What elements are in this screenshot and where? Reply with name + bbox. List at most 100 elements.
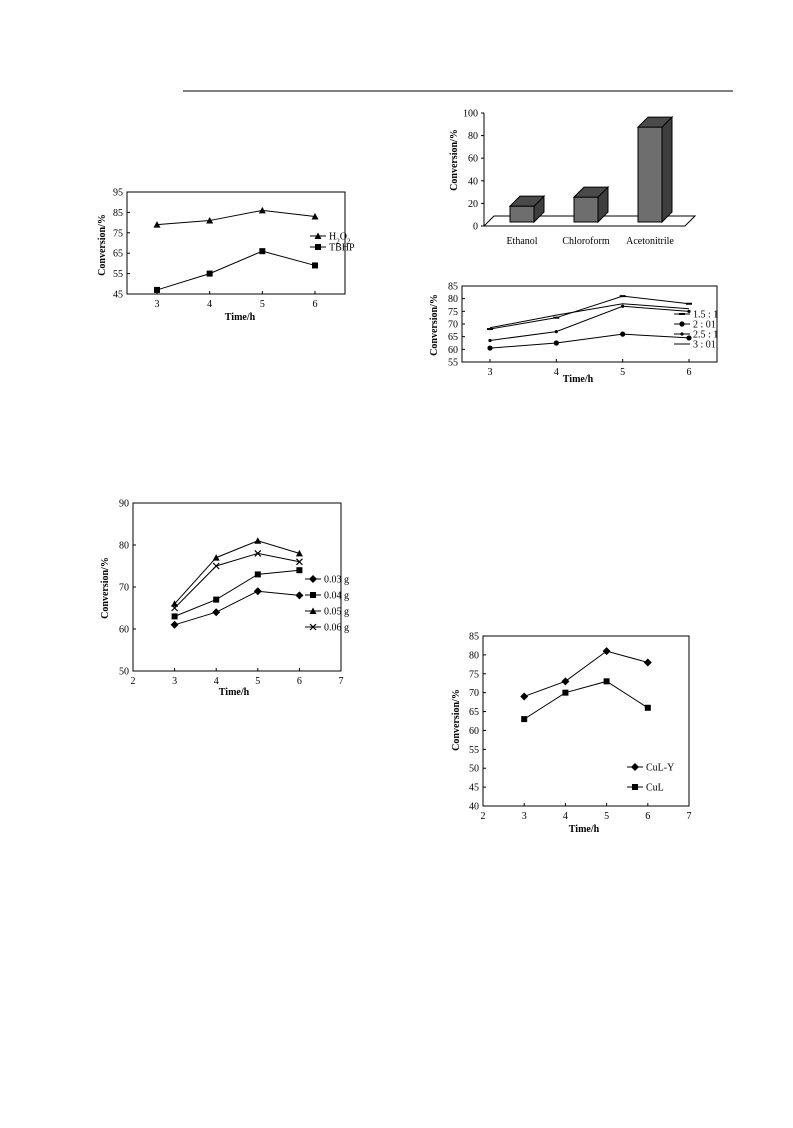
data-point: [311, 212, 319, 220]
data-point: [621, 304, 625, 308]
legend-label: TBHP: [329, 243, 355, 254]
y-tick-label: 20: [468, 199, 478, 210]
data-point: [171, 613, 178, 620]
data-point: [154, 286, 160, 293]
y-tick-label: 80: [469, 650, 479, 661]
bar: [637, 126, 663, 223]
y-tick-label: 55: [448, 358, 458, 369]
y-axis-label: Conversion/%: [97, 214, 108, 276]
series-line: [156, 209, 316, 226]
y-tick-label: 75: [113, 228, 123, 239]
y-axis-label: Conversion/%: [449, 129, 460, 191]
x-tick-label: 4: [554, 367, 559, 378]
data-point: [171, 604, 179, 612]
data-point: [554, 330, 558, 334]
legend-label: 3 : 01: [693, 340, 716, 351]
y-tick-label: 40: [468, 176, 478, 187]
data-point: [212, 608, 221, 617]
data-point: [213, 596, 220, 603]
y-tick-label: 65: [113, 249, 123, 260]
y-tick-label: 75: [469, 669, 479, 680]
series-line: [523, 680, 649, 720]
bar: [573, 196, 599, 223]
y-tick-label: 75: [448, 307, 458, 318]
y-tick-label: 60: [448, 345, 458, 356]
category-label: Chloroform: [562, 236, 609, 247]
data-point: [296, 567, 303, 574]
x-axis-label: Time/h: [225, 312, 256, 323]
data-point: [686, 335, 692, 341]
y-tick-label: 90: [119, 499, 129, 510]
bar-side: [661, 115, 673, 224]
series-line: [489, 295, 690, 330]
legend-marker: [310, 592, 316, 598]
series-line: [489, 305, 690, 341]
x-axis-label: Time/h: [219, 687, 250, 698]
x-tick-label: 6: [687, 367, 692, 378]
y-axis-label: Conversion/%: [451, 689, 462, 751]
y-tick-label: 65: [448, 332, 458, 343]
y-tick-label: 80: [119, 541, 129, 552]
x-tick-label: 2: [131, 676, 136, 687]
data-point: [620, 331, 626, 337]
y-tick-label: 65: [469, 707, 479, 718]
y-tick-label: 70: [469, 688, 479, 699]
data-point: [295, 558, 303, 566]
legend-marker: [309, 575, 317, 583]
x-axis-label: Time/h: [569, 824, 600, 835]
legend-marker: [315, 244, 321, 250]
y-axis-label: Conversion/%: [100, 557, 111, 619]
legend-marker: [314, 232, 322, 239]
legend-marker: [680, 332, 684, 336]
y-tick-label: 100: [463, 109, 478, 120]
x-tick-label: 6: [645, 811, 650, 822]
data-point: [520, 692, 529, 701]
y-tick-label: 60: [468, 154, 478, 165]
legend-marker: [309, 607, 317, 614]
data-point: [258, 206, 266, 214]
y-tick-label: 50: [469, 764, 479, 775]
series-line: [156, 250, 316, 291]
data-point: [170, 620, 179, 629]
x-tick-label: 6: [297, 676, 302, 687]
data-point: [603, 678, 610, 685]
bar-top: [508, 195, 546, 207]
x-tick-label: 2: [481, 811, 486, 822]
legend-label: CuL: [646, 783, 664, 794]
series-line: [524, 650, 648, 697]
data-point: [487, 345, 493, 351]
x-axis-label: Time/h: [563, 374, 594, 385]
y-tick-label: 60: [119, 625, 129, 636]
plot-frame: [482, 635, 690, 807]
x-tick-label: 3: [488, 367, 493, 378]
chart-catalyst-amount: 50 60 70 80 90 2 3 4 5 6 7 Time/h Conversion/% 0.03 g…: [100, 499, 349, 699]
y-tick-label: 60: [469, 726, 479, 737]
y-tick-label: 80: [448, 294, 458, 305]
y-tick-label: 70: [119, 583, 129, 594]
data-point: [643, 658, 652, 667]
x-tick-label: 6: [313, 299, 318, 310]
series-line: [174, 590, 300, 626]
data-point: [295, 549, 303, 557]
y-tick-label: 55: [469, 745, 479, 756]
series-line: [174, 552, 300, 609]
legend-label: 1.5 : 1: [693, 310, 718, 321]
x-tick-label: 4: [207, 299, 212, 310]
series-line: [174, 540, 300, 605]
legend-label: 0.05 g: [324, 607, 349, 618]
x-tick-label: 5: [260, 299, 265, 310]
x-tick-label: 3: [172, 676, 177, 687]
y-tick-label: 85: [113, 208, 123, 219]
category-label: Acetonitrile: [626, 236, 674, 247]
y-tick-label: 55: [113, 269, 123, 280]
data-point: [254, 537, 262, 544]
legend-marker: [632, 784, 638, 790]
y-tick-label: 50: [119, 667, 129, 678]
series-line: [174, 569, 300, 617]
data-point: [206, 270, 213, 277]
y-tick-label: 45: [113, 290, 123, 301]
x-tick-label: 4: [563, 811, 568, 822]
y-tick-label: 95: [113, 188, 123, 199]
